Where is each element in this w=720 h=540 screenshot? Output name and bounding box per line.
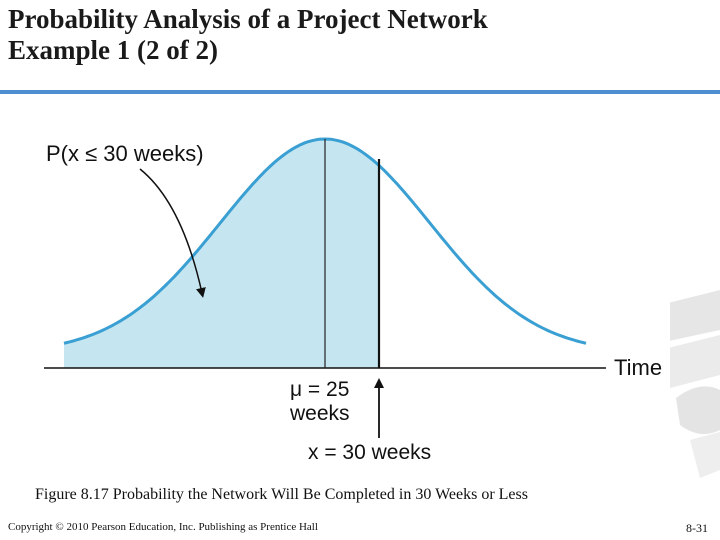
normal-distribution-diagram: P(x ≤ 30 weeks) Time μ = 25 weeks x = 30… (44, 137, 662, 464)
mean-units-label: weeks (289, 402, 350, 425)
cutoff-label: x = 30 weeks (308, 441, 431, 464)
title-line-1: Probability Analysis of a Project Networ… (8, 4, 488, 34)
time-axis-label: Time (614, 355, 662, 380)
mean-label: μ = 25 (290, 378, 349, 401)
title-line-2: Example 1 (2 of 2) (8, 35, 218, 65)
page-number: 8-31 (686, 521, 708, 535)
probability-pointer-arrow (139, 168, 206, 298)
shaded-probability-area (64, 139, 379, 368)
shaded-area-label: P(x ≤ 30 weeks) (46, 141, 204, 166)
slide-title: Probability Analysis of a Project Networ… (8, 4, 708, 66)
copyright-notice: Copyright © 2010 Pearson Education, Inc.… (8, 521, 318, 533)
figure-panel: P(x ≤ 30 weeks) Time μ = 25 weeks x = 30… (42, 113, 670, 471)
title-rule (0, 90, 720, 94)
figure-caption: Figure 8.17 Probability the Network Will… (35, 486, 528, 503)
